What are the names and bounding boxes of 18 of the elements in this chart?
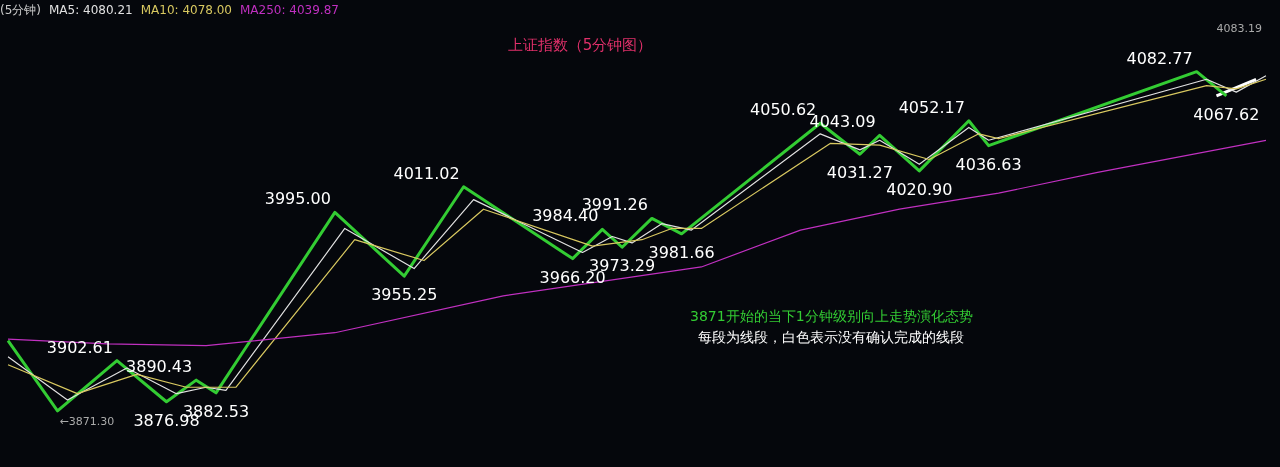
data-label: 4052.17 <box>898 97 965 117</box>
data-label: 4036.63 <box>955 154 1022 174</box>
text: MA10: 4078.00 <box>140 3 232 17</box>
data-label: 3955.25 <box>371 285 438 305</box>
data-label: 4067.62 <box>1193 104 1260 124</box>
data-label: 3995.00 <box>264 189 331 209</box>
chart-subtitle: (5分钟) <box>0 3 41 17</box>
annotation: 每段为线段，白色表示没有确认完成的线段 <box>697 328 966 347</box>
text: MA250: 4039.87 <box>240 3 339 17</box>
data-label: 3890.43 <box>126 357 193 377</box>
data-label: 4082.77 <box>1126 48 1193 68</box>
data-label: 3902.61 <box>46 337 113 357</box>
annotation: 3871开始的当下1分钟级别向上走势演化态势 <box>690 307 973 326</box>
chart-title: 上证指数（5分钟图） <box>507 36 653 54</box>
data-label: ←3871.30 <box>59 414 115 428</box>
text: 4083.19 <box>1216 22 1262 35</box>
data-label: 4011.02 <box>393 163 460 183</box>
text: MA5: 4080.21 <box>49 3 133 17</box>
